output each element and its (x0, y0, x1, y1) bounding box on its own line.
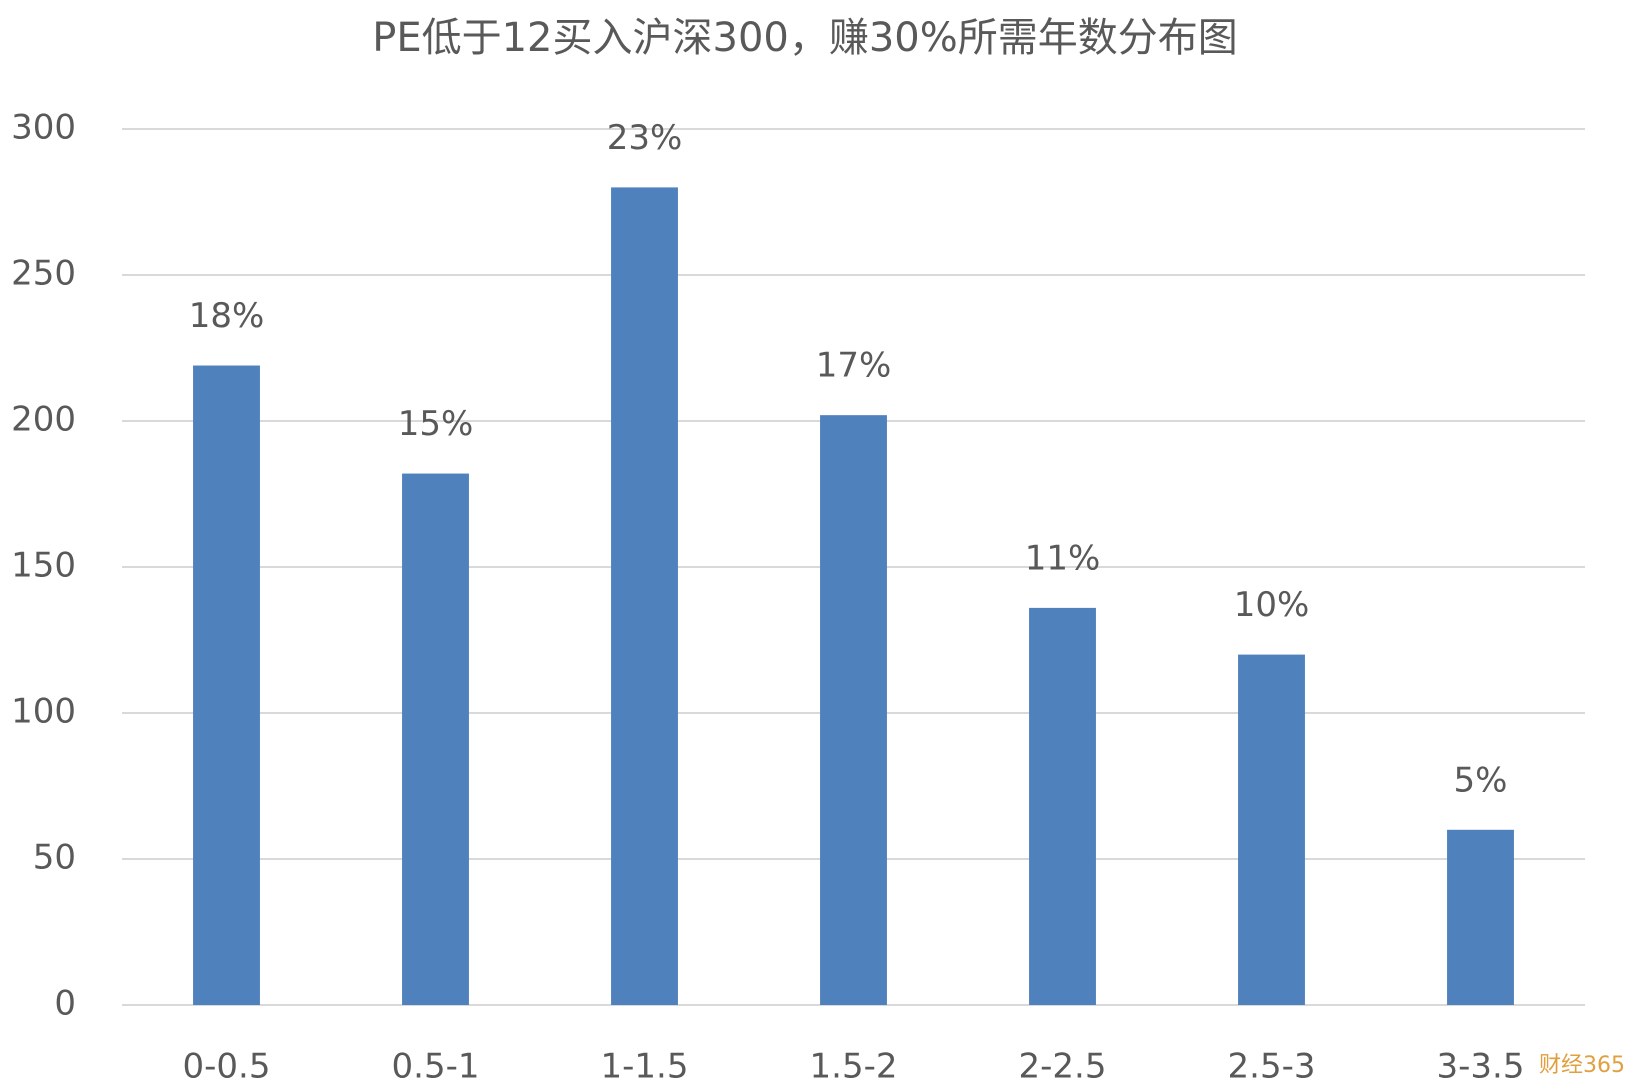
bar (1447, 829, 1514, 1005)
bar (820, 415, 887, 1005)
share-label: 5% (1454, 760, 1508, 800)
y-tick-label: 50 (33, 838, 76, 878)
x-tick-label: 0-0.5 (183, 1047, 271, 1086)
share-label: 10% (1234, 585, 1310, 625)
share-label: 23% (607, 118, 683, 158)
x-tick-label: 0.5-1 (392, 1047, 480, 1086)
chart-title: PE低于12买入沪深300，赚30%所需年数分布图 (372, 15, 1238, 61)
y-tick-label: 100 (11, 692, 76, 732)
bar (402, 473, 469, 1005)
bar (1238, 654, 1305, 1005)
x-tick-label: 3-3.5 (1437, 1047, 1525, 1086)
watermark: 财经365 (1539, 1053, 1625, 1078)
y-tick-label: 250 (11, 254, 76, 294)
bar (1029, 607, 1096, 1005)
y-tick-label: 300 (11, 108, 76, 148)
bar (611, 187, 678, 1005)
bar (193, 365, 260, 1005)
x-tick-label: 1-1.5 (601, 1047, 689, 1086)
x-tick-label: 1.5-2 (810, 1047, 898, 1086)
share-label: 17% (816, 346, 892, 386)
y-tick-label: 150 (11, 546, 76, 586)
share-label: 18% (189, 296, 265, 336)
y-tick-label: 200 (11, 400, 76, 440)
x-tick-label: 2-2.5 (1019, 1047, 1107, 1086)
y-tick-label: 0 (54, 984, 76, 1024)
share-label: 11% (1025, 538, 1101, 578)
share-label: 15% (398, 404, 474, 444)
x-tick-label: 2.5-3 (1228, 1047, 1316, 1086)
